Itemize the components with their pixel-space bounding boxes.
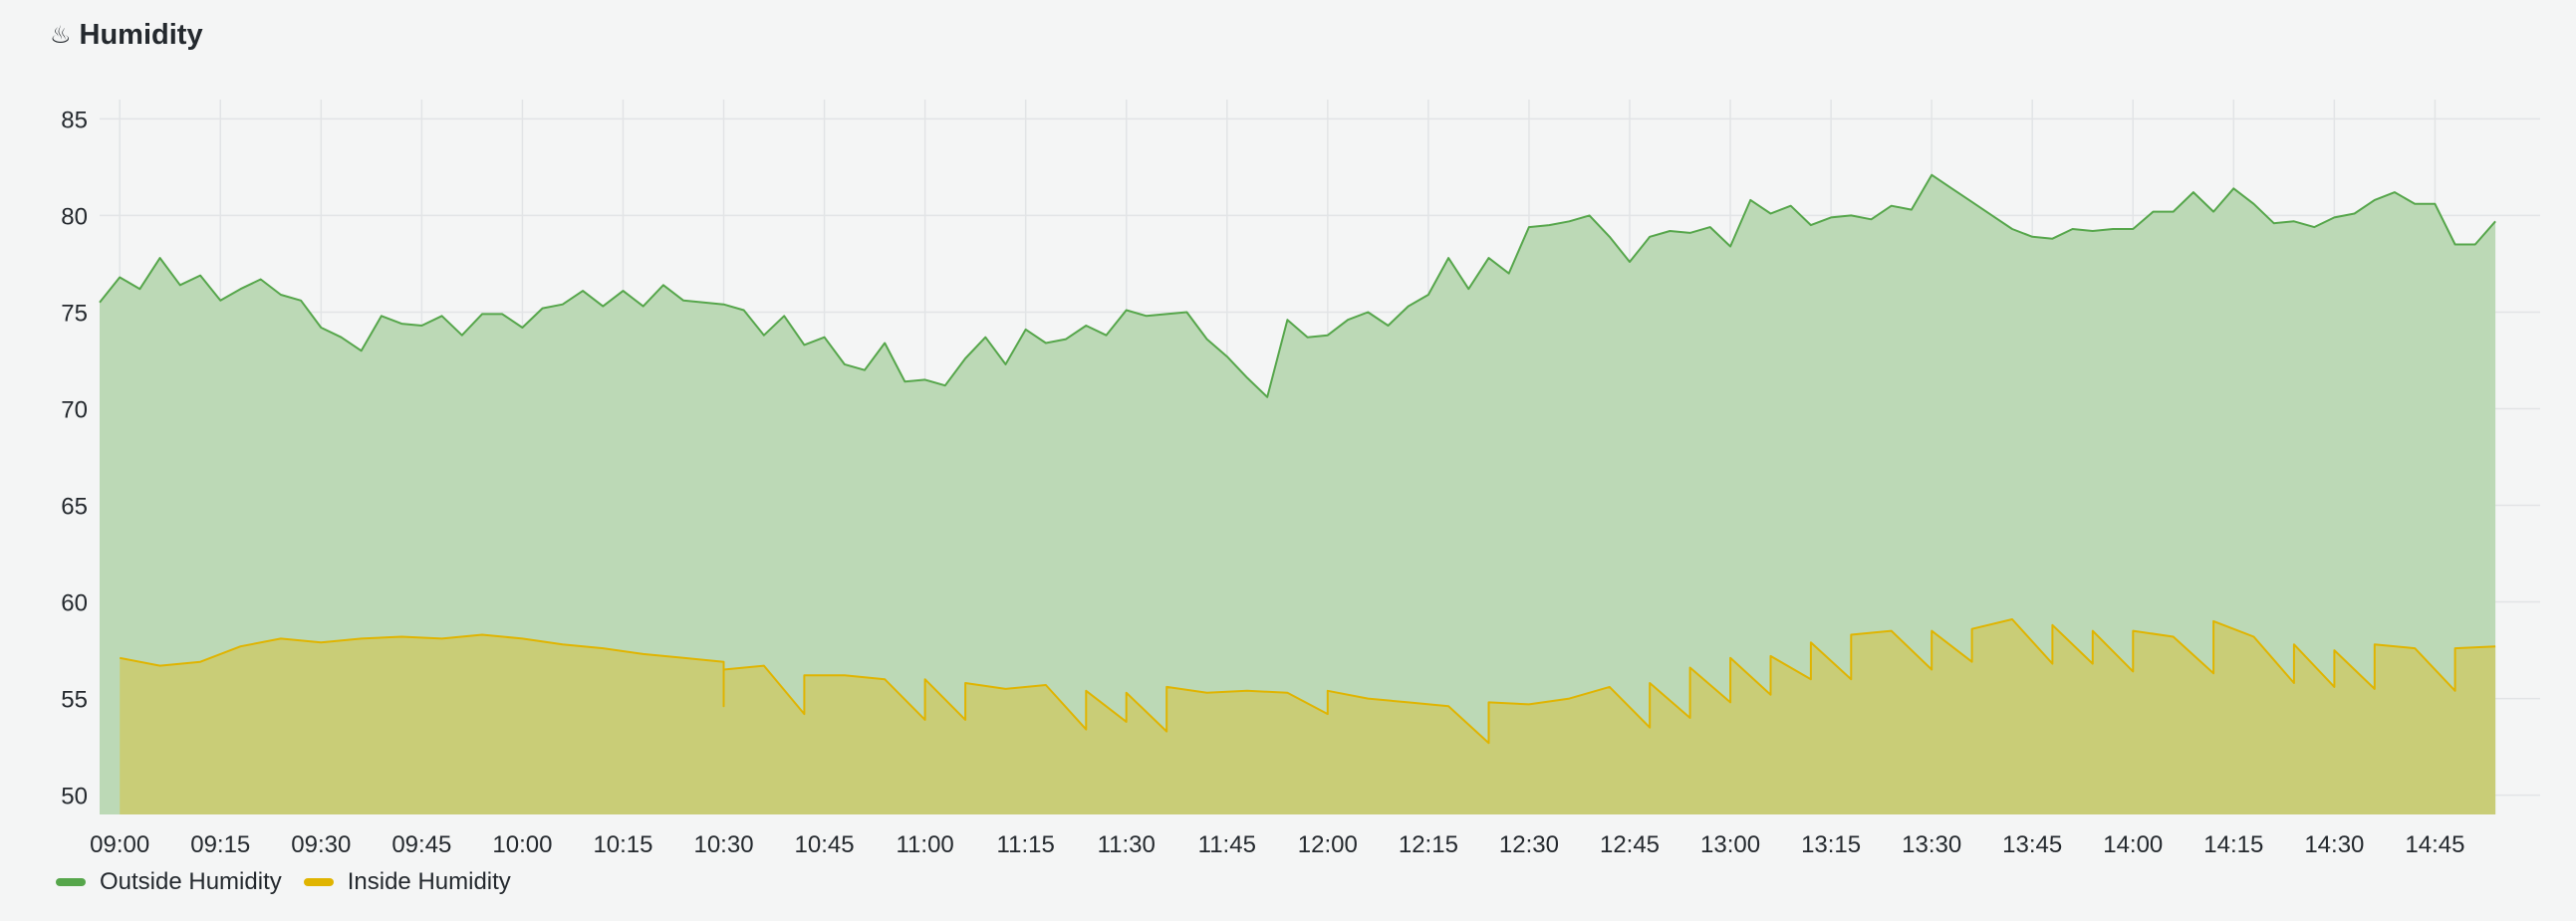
y-tick-label: 75 (61, 300, 88, 327)
y-tick-label: 60 (61, 590, 88, 617)
x-tick-label: 11:45 (1198, 831, 1256, 858)
legend-label-outside: Outside Humidity (100, 868, 282, 895)
x-tick-label: 10:00 (492, 831, 552, 858)
x-tick-label: 09:00 (90, 831, 149, 858)
legend-swatch-inside (303, 878, 334, 886)
y-tick-label: 85 (61, 107, 88, 133)
x-tick-label: 11:15 (997, 831, 1055, 858)
hot-springs-icon: ♨ (50, 21, 72, 49)
legend-item-inside[interactable]: Inside Humidity (303, 868, 511, 896)
x-tick-label: 12:15 (1399, 831, 1458, 858)
x-tick-label: 10:15 (593, 831, 652, 858)
x-tick-label: 09:30 (291, 831, 351, 858)
y-tick-label: 80 (61, 203, 88, 230)
x-tick-label: 09:15 (190, 831, 250, 858)
x-tick-label: 14:00 (2103, 831, 2163, 858)
x-tick-label: 10:45 (795, 831, 855, 858)
x-tick-label: 13:15 (1801, 831, 1861, 858)
x-tick-label: 11:30 (1098, 831, 1156, 858)
y-tick-label: 65 (61, 494, 88, 521)
x-tick-label: 13:30 (1902, 831, 1961, 858)
panel-header[interactable]: ♨ Humidity (50, 18, 203, 52)
x-tick-label: 13:45 (2002, 831, 2062, 858)
x-tick-label: 09:45 (391, 831, 451, 858)
series-line-inside (120, 618, 2496, 745)
x-tick-label: 13:00 (1700, 831, 1760, 858)
x-tick-label: 12:30 (1499, 831, 1559, 858)
x-tick-label: 14:30 (2304, 831, 2364, 858)
legend-swatch-outside (56, 878, 86, 886)
x-tick-label: 14:45 (2405, 831, 2464, 858)
y-tick-label: 55 (61, 687, 88, 714)
legend-item-outside[interactable]: Outside Humidity (56, 868, 282, 896)
panel-title: Humidity (79, 18, 203, 51)
x-tick-label: 14:15 (2203, 831, 2263, 858)
legend-label-inside: Inside Humidity (347, 868, 511, 895)
series-area-inside (120, 619, 2496, 814)
x-tick-label: 12:45 (1600, 831, 1660, 858)
legend: Outside Humidity Inside Humidity (56, 868, 533, 896)
x-tick-label: 12:00 (1298, 831, 1358, 858)
series-line-outside (99, 173, 2496, 398)
y-tick-label: 70 (61, 396, 88, 423)
x-tick-label: 10:30 (693, 831, 753, 858)
y-tick-label: 50 (61, 784, 88, 810)
x-tick-label: 11:00 (896, 831, 953, 858)
